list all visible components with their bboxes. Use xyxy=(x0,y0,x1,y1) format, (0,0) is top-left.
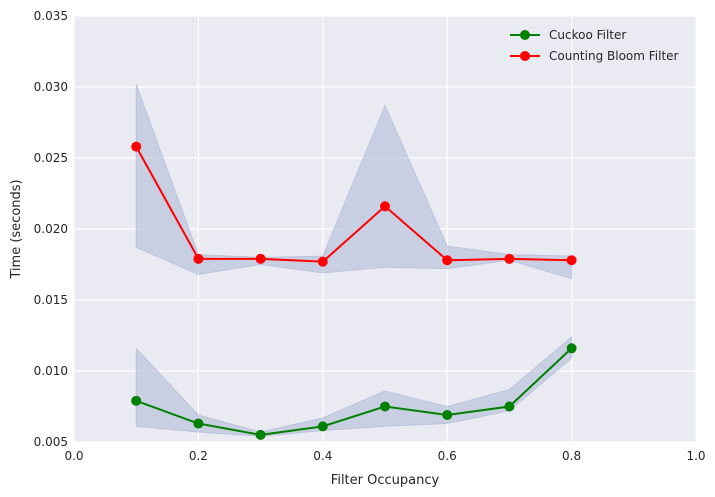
counting-bloom-filter-point xyxy=(442,255,453,266)
legend-counting-bloom-filter-label: Counting Bloom Filter xyxy=(549,49,679,63)
x-tick-label: 1.0 xyxy=(686,449,705,463)
cuckoo-filter-point xyxy=(193,418,204,429)
cuckoo-filter-point xyxy=(131,395,142,406)
cuckoo-filter-point xyxy=(380,401,390,412)
counting-bloom-filter-point xyxy=(255,253,266,264)
counting-bloom-filter-point xyxy=(131,141,142,152)
counting-bloom-filter-point xyxy=(566,255,577,266)
x-tick-label: 0.0 xyxy=(64,449,83,463)
legend: Cuckoo Filter Counting Bloom Filter xyxy=(510,28,679,63)
x-tick-label: 0.4 xyxy=(313,449,332,463)
cuckoo-filter-point xyxy=(255,429,266,440)
legend-cuckoo-filter-marker xyxy=(520,30,530,40)
x-tick-labels: 0.0 0.2 0.4 0.6 0.8 1.0 xyxy=(64,449,705,463)
cuckoo-filter-point xyxy=(317,421,328,432)
cuckoo-filter-point xyxy=(442,410,453,421)
y-tick-label: 0.030 xyxy=(34,80,68,94)
counting-bloom-filter-point xyxy=(317,256,328,267)
counting-bloom-filter-point xyxy=(193,253,204,264)
series-lines xyxy=(135,146,573,436)
x-tick-label: 0.2 xyxy=(189,449,208,463)
cuckoo-filter-line xyxy=(135,347,573,436)
counting-bloom-filter-line xyxy=(135,146,572,263)
counting-bloom-filter-point xyxy=(504,253,515,264)
series-markers xyxy=(131,141,577,440)
counting-bloom-filter-band xyxy=(135,84,572,280)
y-tick-label: 0.025 xyxy=(34,151,68,165)
y-tick-label: 0.015 xyxy=(34,293,68,307)
x-axis-label: Filter Occupancy xyxy=(331,473,440,488)
y-tick-label: 0.010 xyxy=(34,364,68,378)
cuckoo-filter-point xyxy=(566,343,577,354)
confidence-bands xyxy=(135,84,572,437)
x-tick-label: 0.8 xyxy=(562,449,581,463)
y-tick-labels: 0.005 0.010 0.015 0.020 0.025 0.030 0.035 xyxy=(34,9,68,449)
y-tick-label: 0.005 xyxy=(34,435,68,449)
y-tick-label: 0.035 xyxy=(34,9,68,23)
y-axis-label: Time (seconds) xyxy=(9,179,24,279)
counting-bloom-filter-point xyxy=(380,201,390,212)
x-tick-label: 0.6 xyxy=(438,449,457,463)
legend-counting-bloom-filter-marker xyxy=(520,51,530,61)
legend-cuckoo-filter-label: Cuckoo Filter xyxy=(549,28,626,42)
cuckoo-filter-point xyxy=(504,401,515,412)
cuckoo-filter-band xyxy=(135,336,572,437)
y-tick-label: 0.020 xyxy=(34,222,68,236)
